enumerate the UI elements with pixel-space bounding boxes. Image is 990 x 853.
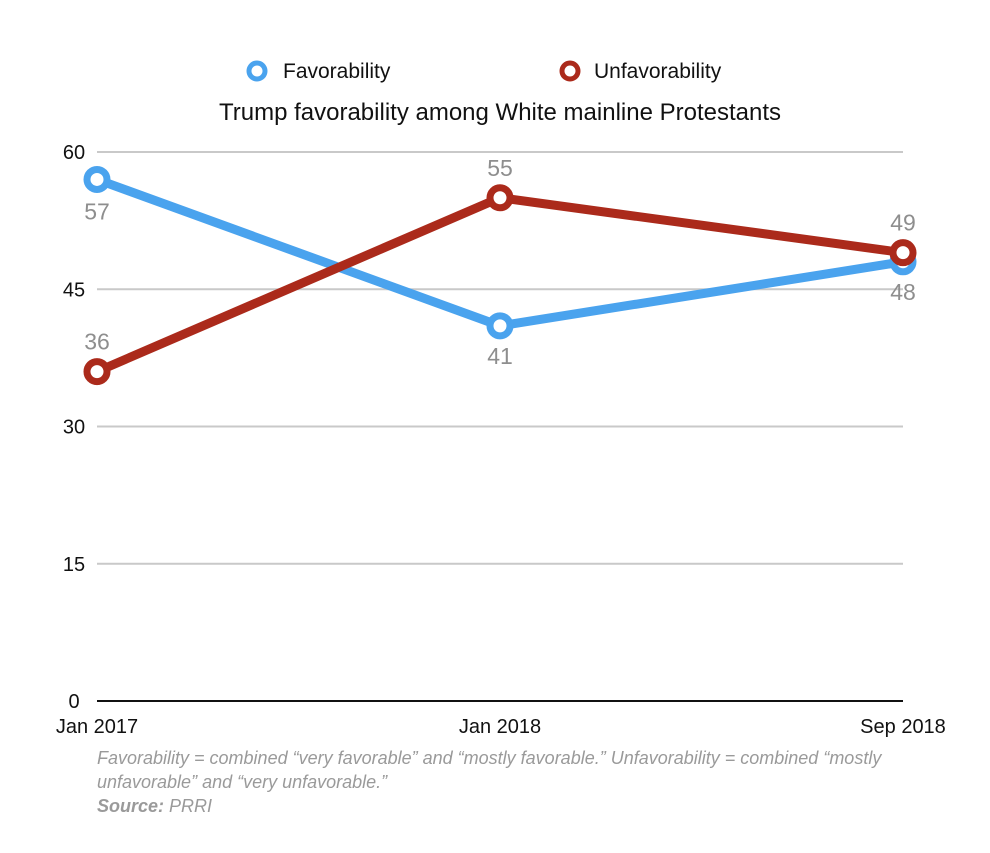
series-points [83, 165, 917, 386]
data-label-favorability: 48 [890, 279, 916, 305]
source-label: Source: [97, 796, 165, 816]
y-tick-label: 60 [63, 142, 85, 164]
footnote-text: Favorability = combined “very favorable”… [97, 748, 882, 792]
data-label-unfavorability: 55 [487, 155, 513, 181]
data-label-favorability: 57 [84, 198, 110, 224]
x-tick-label: Jan 2018 [459, 716, 541, 738]
source-value: PRRI [169, 796, 213, 816]
y-axis-tick-labels: 0 15 30 45 60 [63, 142, 85, 713]
legend-marker-favorability [246, 60, 268, 82]
legend-label-unfavorability: Unfavorability [594, 60, 722, 83]
x-axis-tick-labels: Jan 2017 Jan 2018 Sep 2018 [56, 716, 946, 738]
data-label-unfavorability: 36 [84, 329, 110, 355]
data-label-favorability: 41 [487, 343, 513, 369]
y-tick-label: 15 [63, 554, 85, 576]
data-point-unfavorability [889, 239, 917, 267]
y-tick-label: 30 [63, 417, 85, 439]
data-label-unfavorability: 49 [890, 210, 916, 236]
footnote: Favorability = combined “very favorable”… [97, 746, 947, 818]
legend-marker-unfavorability [559, 60, 581, 82]
chart-title: Trump favorability among White mainline … [219, 99, 781, 126]
data-point-unfavorability [83, 358, 111, 386]
y-tick-label: 0 [68, 691, 79, 713]
legend: Favorability Unfavorability [246, 60, 722, 83]
source-line: Source: PRRI [97, 794, 947, 818]
x-tick-label: Jan 2017 [56, 716, 138, 738]
data-point-favorability [83, 165, 111, 193]
gridlines [97, 151, 903, 702]
y-tick-label: 45 [63, 279, 85, 301]
data-point-favorability [486, 312, 514, 340]
data-point-unfavorability [486, 184, 514, 212]
x-tick-label: Sep 2018 [860, 716, 946, 738]
data-labels: 57 41 48 36 55 49 [84, 155, 916, 369]
legend-label-favorability: Favorability [283, 60, 391, 83]
